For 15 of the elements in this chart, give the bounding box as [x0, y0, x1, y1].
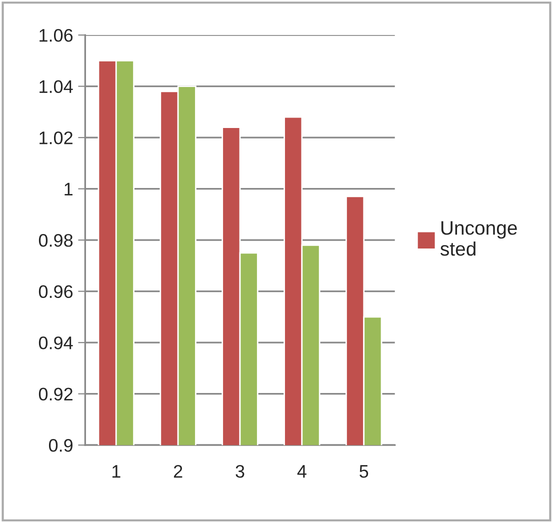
legend-label: Unconge sted — [440, 221, 517, 256]
y-tick-label: 1.04 — [40, 80, 73, 94]
x-tick-label: 5 — [360, 465, 368, 478]
y-tick-label: 0.92 — [38, 388, 72, 401]
y-tick-label: 0.96 — [38, 285, 73, 298]
x-tick-label: 1 — [112, 465, 120, 478]
x-tick-label: 4 — [297, 465, 306, 478]
y-tick-label: 0.9 — [48, 439, 73, 452]
y-tick-label: 1 — [64, 182, 72, 196]
x-tick-label: 2 — [174, 464, 182, 478]
y-tick-label: 1.02 — [40, 131, 72, 144]
y-tick-label: 0.94 — [38, 336, 73, 350]
x-tick-label: 3 — [236, 464, 244, 478]
y-tick-label: 0.98 — [38, 234, 73, 247]
y-tick-label: 1.06 — [40, 28, 73, 42]
